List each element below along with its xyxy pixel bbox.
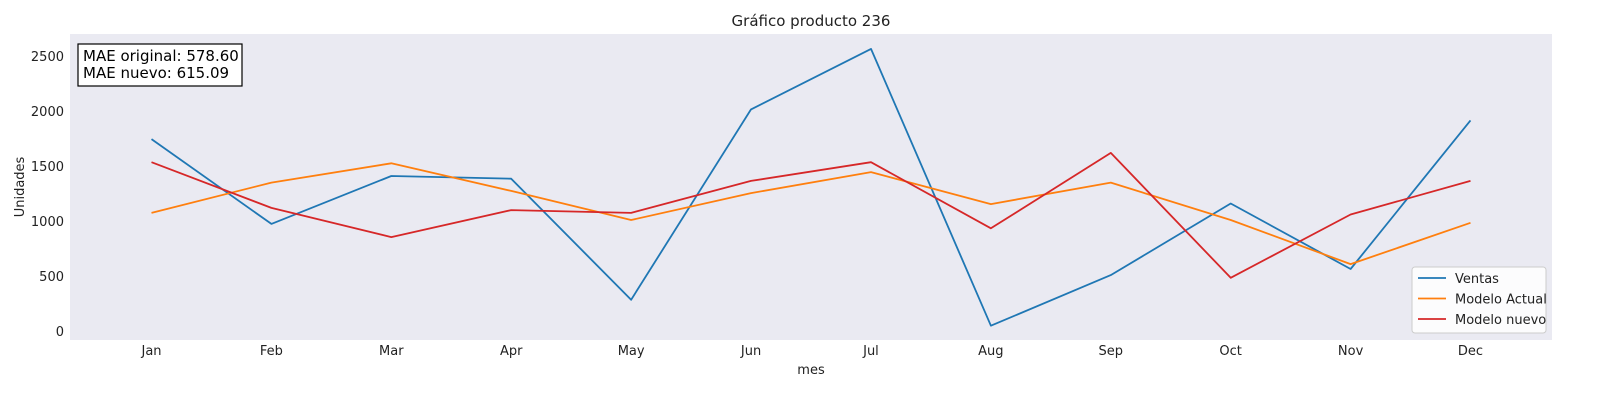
y-tick-label: 2500 xyxy=(31,50,64,65)
chart-title: Gráfico producto 236 xyxy=(732,12,891,30)
x-tick-label: Jul xyxy=(862,344,879,359)
x-tick-label: Nov xyxy=(1338,344,1364,359)
series-line xyxy=(150,48,1472,327)
series-lines xyxy=(150,48,1472,327)
legend-label: Modelo Actual xyxy=(1455,293,1547,308)
x-tick-label: May xyxy=(618,344,645,359)
y-tick-label: 0 xyxy=(56,325,64,340)
y-axis-title: Unidades xyxy=(13,156,28,217)
y-tick-label: 1000 xyxy=(31,215,64,230)
y-tick-label: 500 xyxy=(39,270,64,285)
y-tick-label: 1500 xyxy=(31,160,64,175)
annotation-box xyxy=(77,43,243,87)
series-ventas xyxy=(150,48,1472,327)
x-tick-label: Feb xyxy=(260,344,283,359)
legend-label: Modelo nuevo xyxy=(1455,313,1546,328)
x-tick-label: Jan xyxy=(140,344,161,359)
plot-area xyxy=(70,34,1552,340)
x-tick-label: Aug xyxy=(978,344,1003,359)
y-axis-ticks: 0 500 1000 1500 2000 2500 xyxy=(31,50,64,340)
legend-label: Ventas xyxy=(1455,272,1499,287)
annotation-mae-nuevo: MAE nuevo: 615.09 xyxy=(83,64,229,82)
x-tick-label: Apr xyxy=(500,344,523,359)
x-tick-label: Jun xyxy=(740,344,761,359)
x-axis-ticks: Jan Feb Mar Apr May Jun Jul Aug Sep Oct Nov Dec xyxy=(140,344,1483,359)
series-line xyxy=(151,151,1471,279)
annotation-mae-original: MAE original: 578.60 xyxy=(83,47,239,65)
x-tick-label: Oct xyxy=(1219,344,1241,359)
mae-annotation: MAE original: 578.60 MAE nuevo: 615.09 xyxy=(77,43,243,87)
series-line xyxy=(151,162,1471,266)
y-tick-label: 2000 xyxy=(31,105,64,120)
series-modelo-nuevo xyxy=(151,151,1471,279)
x-tick-label: Sep xyxy=(1099,344,1124,359)
legend-item: Modelo nuevo xyxy=(1418,313,1546,328)
legend-box xyxy=(1411,266,1547,334)
legend-item: Ventas xyxy=(1418,272,1499,287)
x-tick-label: Dec xyxy=(1458,344,1483,359)
legend-item: Modelo Actual xyxy=(1418,293,1547,308)
legend: Ventas Modelo Actual Modelo nuevo xyxy=(1411,266,1547,334)
x-axis-title: mes xyxy=(797,363,825,378)
series-modelo-actual xyxy=(151,162,1471,266)
x-tick-label: Mar xyxy=(379,344,404,359)
